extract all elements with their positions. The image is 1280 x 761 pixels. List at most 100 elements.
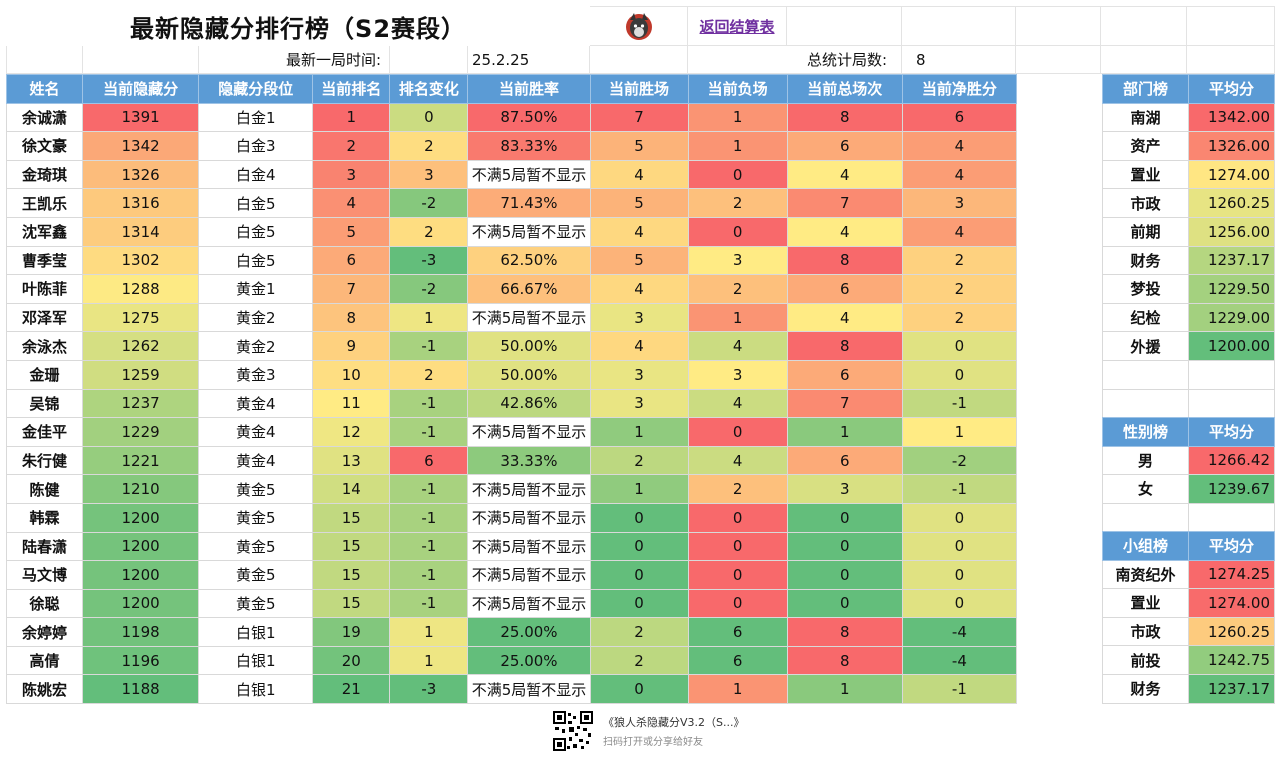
win-rate: 66.67% bbox=[467, 274, 591, 304]
dept-row: 置业 1274.00 bbox=[1102, 159, 1275, 190]
wins: 5 bbox=[589, 188, 689, 218]
group-name: 置业 bbox=[1102, 588, 1189, 618]
table-row: 余婷婷 1198 白银1 19 1 25.00% 2 6 8 -4 bbox=[5, 617, 1018, 647]
dept-avg: 1260.25 bbox=[1188, 188, 1275, 218]
group-avg-header: 平均分 bbox=[1188, 531, 1275, 561]
tier: 白金3 bbox=[198, 131, 314, 161]
net-score: 0 bbox=[901, 331, 1018, 361]
group-name: 南资纪外 bbox=[1102, 559, 1189, 590]
win-rate: 不满5局暂不显示 bbox=[467, 502, 591, 533]
tier: 黄金5 bbox=[198, 588, 314, 619]
win-rate: 71.43% bbox=[467, 188, 591, 218]
player-name: 吴锦 bbox=[5, 388, 84, 419]
player-name: 韩霖 bbox=[5, 502, 84, 533]
hidden-score: 1275 bbox=[82, 302, 200, 333]
losses: 0 bbox=[687, 216, 788, 247]
dept-name: 南湖 bbox=[1102, 102, 1189, 133]
dept-avg: 1200.00 bbox=[1188, 331, 1275, 361]
table-row: 金佳平 1229 黄金4 12 -1 不满5局暂不显示 1 0 1 1 bbox=[5, 417, 1018, 447]
back-to-settlement-link[interactable]: 返回结算表 bbox=[699, 17, 775, 36]
column-header: 排名变化 bbox=[389, 74, 469, 104]
win-rate: 不满5局暂不显示 bbox=[467, 417, 591, 447]
dept-table: 部门榜 平均分 南湖 1342.00 资产 1326.00 置业 1274.00 市政 1260.… bbox=[1102, 74, 1275, 361]
win-rate: 33.33% bbox=[467, 445, 591, 476]
rank: 5 bbox=[312, 216, 391, 247]
player-name: 余婷婷 bbox=[5, 617, 84, 647]
rank-change: 2 bbox=[389, 359, 469, 390]
dept-row: 资产 1326.00 bbox=[1102, 131, 1275, 161]
rank: 6 bbox=[312, 245, 391, 276]
win-rate: 42.86% bbox=[467, 388, 591, 419]
rank-change: -3 bbox=[389, 245, 469, 276]
total-games: 8 bbox=[786, 617, 903, 647]
losses: 0 bbox=[687, 588, 788, 619]
wins: 1 bbox=[589, 417, 689, 447]
tier: 白银1 bbox=[198, 617, 314, 647]
share-title: 《狼人杀隐藏分V3.2（S...》 bbox=[603, 716, 745, 729]
total-games: 6 bbox=[786, 359, 903, 390]
dept-row: 市政 1260.25 bbox=[1102, 188, 1275, 218]
table-row: 马文博 1200 黄金5 15 -1 不满5局暂不显示 0 0 0 0 bbox=[5, 560, 1018, 590]
rank-change: -2 bbox=[389, 188, 469, 218]
table-row: 曹季莹 1302 白金5 6 -3 62.50% 5 3 8 2 bbox=[5, 245, 1018, 276]
rank-change: 3 bbox=[389, 159, 469, 190]
player-name: 邓泽军 bbox=[5, 302, 84, 333]
qr-code-icon[interactable] bbox=[553, 711, 593, 751]
player-name: 金珊 bbox=[5, 359, 84, 390]
player-name: 朱行健 bbox=[5, 445, 84, 476]
win-rate: 不满5局暂不显示 bbox=[467, 159, 591, 190]
share-footer: 《狼人杀隐藏分V3.2（S...》 扫码打开或分享给好友 bbox=[0, 708, 1280, 752]
hidden-score: 1342 bbox=[82, 131, 200, 161]
win-rate: 不满5局暂不显示 bbox=[467, 674, 591, 705]
win-rate: 25.00% bbox=[467, 617, 591, 647]
total-games: 8 bbox=[786, 102, 903, 133]
side-spacer-2 bbox=[1102, 503, 1275, 533]
last-game-value: 25.2.25 bbox=[466, 45, 591, 74]
column-header: 当前胜率 bbox=[467, 74, 591, 104]
win-rate: 不满5局暂不显示 bbox=[467, 560, 591, 590]
hidden-score: 1188 bbox=[82, 674, 200, 705]
gender-title: 性别榜 bbox=[1102, 417, 1189, 447]
player-name: 马文博 bbox=[5, 560, 84, 590]
net-score: 4 bbox=[901, 131, 1018, 161]
rank: 3 bbox=[312, 159, 391, 190]
group-title: 小组榜 bbox=[1102, 531, 1189, 561]
losses: 4 bbox=[687, 331, 788, 361]
table-row: 吴锦 1237 黄金4 11 -1 42.86% 3 4 7 -1 bbox=[5, 388, 1018, 419]
total-games: 0 bbox=[786, 588, 903, 619]
gender-avg: 1266.42 bbox=[1188, 445, 1275, 476]
wins: 5 bbox=[589, 131, 689, 161]
tier: 白银1 bbox=[198, 674, 314, 705]
net-score: 3 bbox=[901, 188, 1018, 218]
tier: 黄金2 bbox=[198, 302, 314, 333]
net-score: 2 bbox=[901, 302, 1018, 333]
dept-name: 纪检 bbox=[1102, 302, 1189, 333]
dept-row: 纪检 1229.00 bbox=[1102, 302, 1275, 333]
tier: 黄金3 bbox=[198, 359, 314, 390]
group-header-row: 小组榜 平均分 bbox=[1102, 531, 1275, 561]
dept-row: 外援 1200.00 bbox=[1102, 331, 1275, 361]
hidden-score: 1198 bbox=[82, 617, 200, 647]
dept-title: 部门榜 bbox=[1102, 74, 1189, 104]
player-name: 陈姚宏 bbox=[5, 674, 84, 705]
page-title-text: 最新隐藏分排行榜（S2赛段） bbox=[130, 14, 467, 43]
hidden-score: 1326 bbox=[82, 159, 200, 190]
table-row: 陈健 1210 黄金5 14 -1 不满5局暂不显示 1 2 3 -1 bbox=[5, 474, 1018, 504]
rank: 15 bbox=[312, 531, 391, 562]
tier: 白金5 bbox=[198, 216, 314, 247]
hidden-score: 1316 bbox=[82, 188, 200, 218]
group-avg: 1237.17 bbox=[1188, 673, 1275, 704]
net-score: 6 bbox=[901, 102, 1018, 133]
hidden-score: 1288 bbox=[82, 274, 200, 304]
back-link-cell[interactable]: 返回结算表 bbox=[687, 6, 788, 46]
tier: 黄金5 bbox=[198, 531, 314, 562]
wolf-logo-icon bbox=[625, 13, 652, 40]
wins: 3 bbox=[589, 302, 689, 333]
gender-row: 男 1266.42 bbox=[1102, 445, 1275, 476]
table-row: 朱行健 1221 黄金4 13 6 33.33% 2 4 6 -2 bbox=[5, 445, 1018, 476]
hidden-score: 1259 bbox=[82, 359, 200, 390]
table-row: 徐文豪 1342 白金3 2 2 83.33% 5 1 6 4 bbox=[5, 131, 1018, 161]
total-games: 4 bbox=[786, 302, 903, 333]
group-avg: 1260.25 bbox=[1188, 616, 1275, 647]
total-games: 0 bbox=[786, 560, 903, 590]
